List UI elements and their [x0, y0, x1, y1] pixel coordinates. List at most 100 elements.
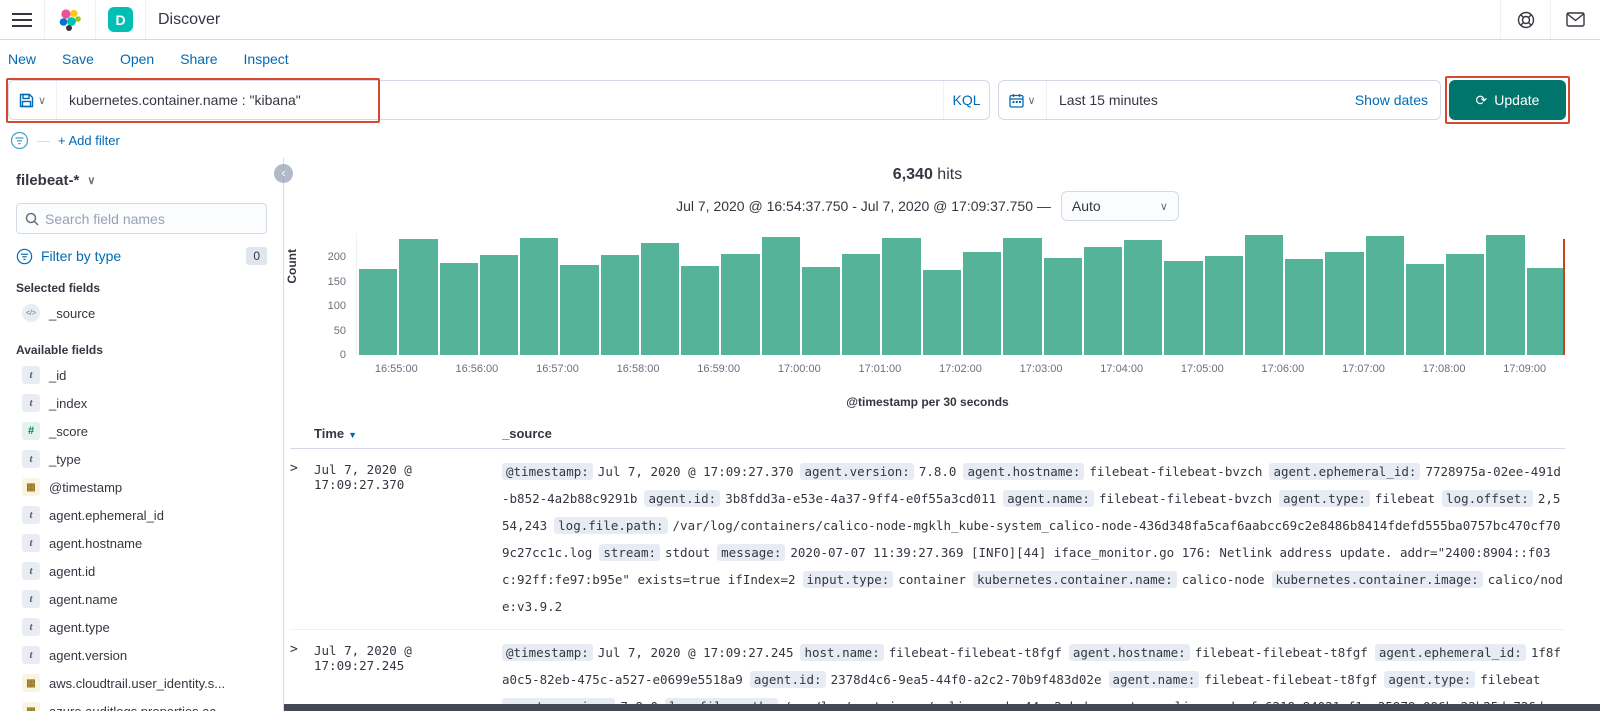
documents-table: Time ▼ _source > Jul 7, 2020 @ 17:09:27.37…	[290, 419, 1565, 711]
field-item-_type[interactable]: t _type	[16, 445, 267, 473]
nav-link-open[interactable]: Open	[119, 51, 155, 67]
histogram-bar[interactable]	[1325, 251, 1364, 355]
histogram-bar[interactable]	[1446, 253, 1485, 355]
histogram-bar[interactable]	[1124, 239, 1163, 355]
histogram-bar[interactable]	[1043, 258, 1082, 355]
interval-select[interactable]: Auto ∨	[1060, 191, 1179, 221]
source-field-value: 2,554,243	[502, 491, 1561, 533]
source-field-badge: agent.id:	[749, 671, 826, 688]
y-axis-title: Count	[285, 249, 299, 284]
query-bar: ∨ KQL ∨ Last 15 minutes Show dates ⟳ Upd…	[0, 76, 1600, 124]
histogram-bar[interactable]	[640, 243, 680, 355]
histogram-bar[interactable]	[600, 254, 639, 355]
field-item-agent.name[interactable]: t agent.name	[16, 585, 267, 613]
y-tick-label: 200	[327, 251, 346, 264]
bars-container	[357, 233, 1565, 355]
x-axis-title: @timestamp per 30 seconds	[846, 395, 1009, 409]
kql-language-button[interactable]: KQL	[943, 81, 989, 119]
hits-label: hits	[937, 166, 963, 183]
query-input[interactable]	[57, 81, 943, 119]
source-column-header: _source	[502, 426, 552, 441]
field-item-azure.auditlogs.properties.ac...[interactable]: ▦ azure.auditlogs.properties.ac...	[16, 697, 267, 711]
search-field-names-input[interactable]	[45, 210, 258, 227]
histogram-bar[interactable]	[721, 253, 760, 355]
histogram-bar[interactable]	[1405, 264, 1445, 355]
saved-query-button[interactable]: ∨	[9, 81, 57, 119]
help-icon[interactable]	[1500, 0, 1550, 39]
histogram-bar[interactable]	[882, 237, 921, 355]
x-tick-label: 16:56:00	[455, 363, 499, 375]
expand-row-icon[interactable]: >	[290, 642, 298, 657]
histogram-bar[interactable]	[1244, 235, 1284, 355]
histogram-bar[interactable]	[1204, 256, 1243, 355]
field-item-agent.version[interactable]: t agent.version	[16, 641, 267, 669]
expand-row-icon[interactable]: >	[290, 461, 298, 476]
time-range-value[interactable]: Last 15 minutes	[1059, 92, 1158, 108]
histogram-bar[interactable]	[1486, 235, 1525, 355]
histogram-bar[interactable]	[962, 251, 1002, 355]
field-item-_id[interactable]: t _id	[16, 361, 267, 389]
source-field-value: filebeat-filebeat-t8fgf	[1194, 645, 1368, 660]
x-tick-label: 17:05:00	[1180, 363, 1224, 375]
x-tick-label: 17:08:00	[1422, 363, 1466, 375]
histogram-bar[interactable]	[1365, 235, 1404, 355]
source-field-value: Jul 7, 2020 @ 17:09:27.370	[597, 464, 794, 479]
histogram-bar[interactable]	[801, 266, 841, 355]
source-field-badge: kubernetes.container.name:	[973, 571, 1177, 588]
histogram-bar[interactable]	[1083, 246, 1123, 355]
chevron-down-icon: ∨	[1027, 94, 1036, 107]
source-field-value: 7728975a-02ee-491d-b852-4a2b88c9291b	[502, 464, 1561, 506]
field-item-aws.cloudtrail.user_identity.s...[interactable]: ▦ aws.cloudtrail.user_identity.s...	[16, 669, 267, 697]
histogram-bar[interactable]	[479, 254, 519, 355]
mail-icon[interactable]	[1550, 0, 1600, 39]
histogram-bar[interactable]	[359, 269, 398, 355]
filter-icon[interactable]	[10, 131, 29, 150]
source-field-value: filebeat-filebeat-bvzch	[1098, 491, 1273, 506]
nav-link-new[interactable]: New	[8, 51, 37, 67]
histogram-bar[interactable]	[399, 239, 438, 355]
x-tick-label: 17:03:00	[1019, 363, 1063, 375]
nav-link-save[interactable]: Save	[62, 51, 94, 67]
elastic-logo[interactable]	[45, 0, 96, 39]
histogram-bar[interactable]	[1285, 259, 1324, 355]
search-icon	[25, 212, 39, 226]
histogram-bar[interactable]	[1003, 237, 1042, 355]
field-item-_source[interactable]: </> _source	[16, 299, 267, 327]
field-item-agent.ephemeral_id[interactable]: t agent.ephemeral_id	[16, 501, 267, 529]
histogram-bar[interactable]	[1526, 268, 1565, 355]
source-field-value: container	[898, 572, 967, 587]
time-column-header[interactable]: Time ▼	[314, 426, 358, 441]
histogram-bar[interactable]	[681, 266, 720, 355]
histogram-bar[interactable]	[761, 237, 800, 355]
menu-hamburger-icon[interactable]	[0, 0, 45, 39]
field-item-@timestamp[interactable]: ▦ @timestamp	[16, 473, 267, 501]
nav-link-inspect[interactable]: Inspect	[243, 51, 289, 67]
histogram-bar[interactable]	[842, 253, 881, 355]
field-item-agent.hostname[interactable]: t agent.hostname	[16, 529, 267, 557]
filter-bar: — + Add filter	[0, 122, 1600, 158]
field-type-date-icon: ▦	[22, 478, 40, 496]
field-item-agent.type[interactable]: t agent.type	[16, 613, 267, 641]
source-field-value: 2020-07-07 11:39:27.369 [INFO][44] iface…	[502, 545, 1551, 587]
add-filter-button[interactable]: + Add filter	[58, 132, 120, 148]
source-field-badge: stream:	[599, 544, 660, 561]
field-item-agent.id[interactable]: t agent.id	[16, 557, 267, 585]
calendar-icon[interactable]: ∨	[999, 81, 1047, 119]
update-button[interactable]: ⟳ Update	[1449, 80, 1566, 120]
field-name: agent.version	[49, 647, 128, 663]
show-dates-button[interactable]: Show dates	[1354, 92, 1428, 108]
field-item-_score[interactable]: # _score	[16, 417, 267, 445]
filter-by-type-button[interactable]: Filter by type	[41, 248, 122, 264]
nav-link-share[interactable]: Share	[180, 51, 218, 67]
histogram-bar[interactable]	[922, 270, 961, 355]
histogram-bar[interactable]	[1164, 260, 1203, 355]
field-name: agent.ephemeral_id	[49, 507, 164, 523]
histogram-bar[interactable]	[520, 237, 559, 355]
index-pattern-selector[interactable]: filebeat-* ∨	[16, 168, 267, 193]
field-item-_index[interactable]: t _index	[16, 389, 267, 417]
histogram-chart: Count 200 150 100 50 0	[285, 233, 1565, 361]
histogram-bar[interactable]	[560, 265, 599, 355]
field-type-source-icon: </>	[22, 304, 40, 322]
histogram-bar[interactable]	[439, 262, 478, 355]
collapse-sidebar-button[interactable]: ‹	[274, 164, 293, 183]
